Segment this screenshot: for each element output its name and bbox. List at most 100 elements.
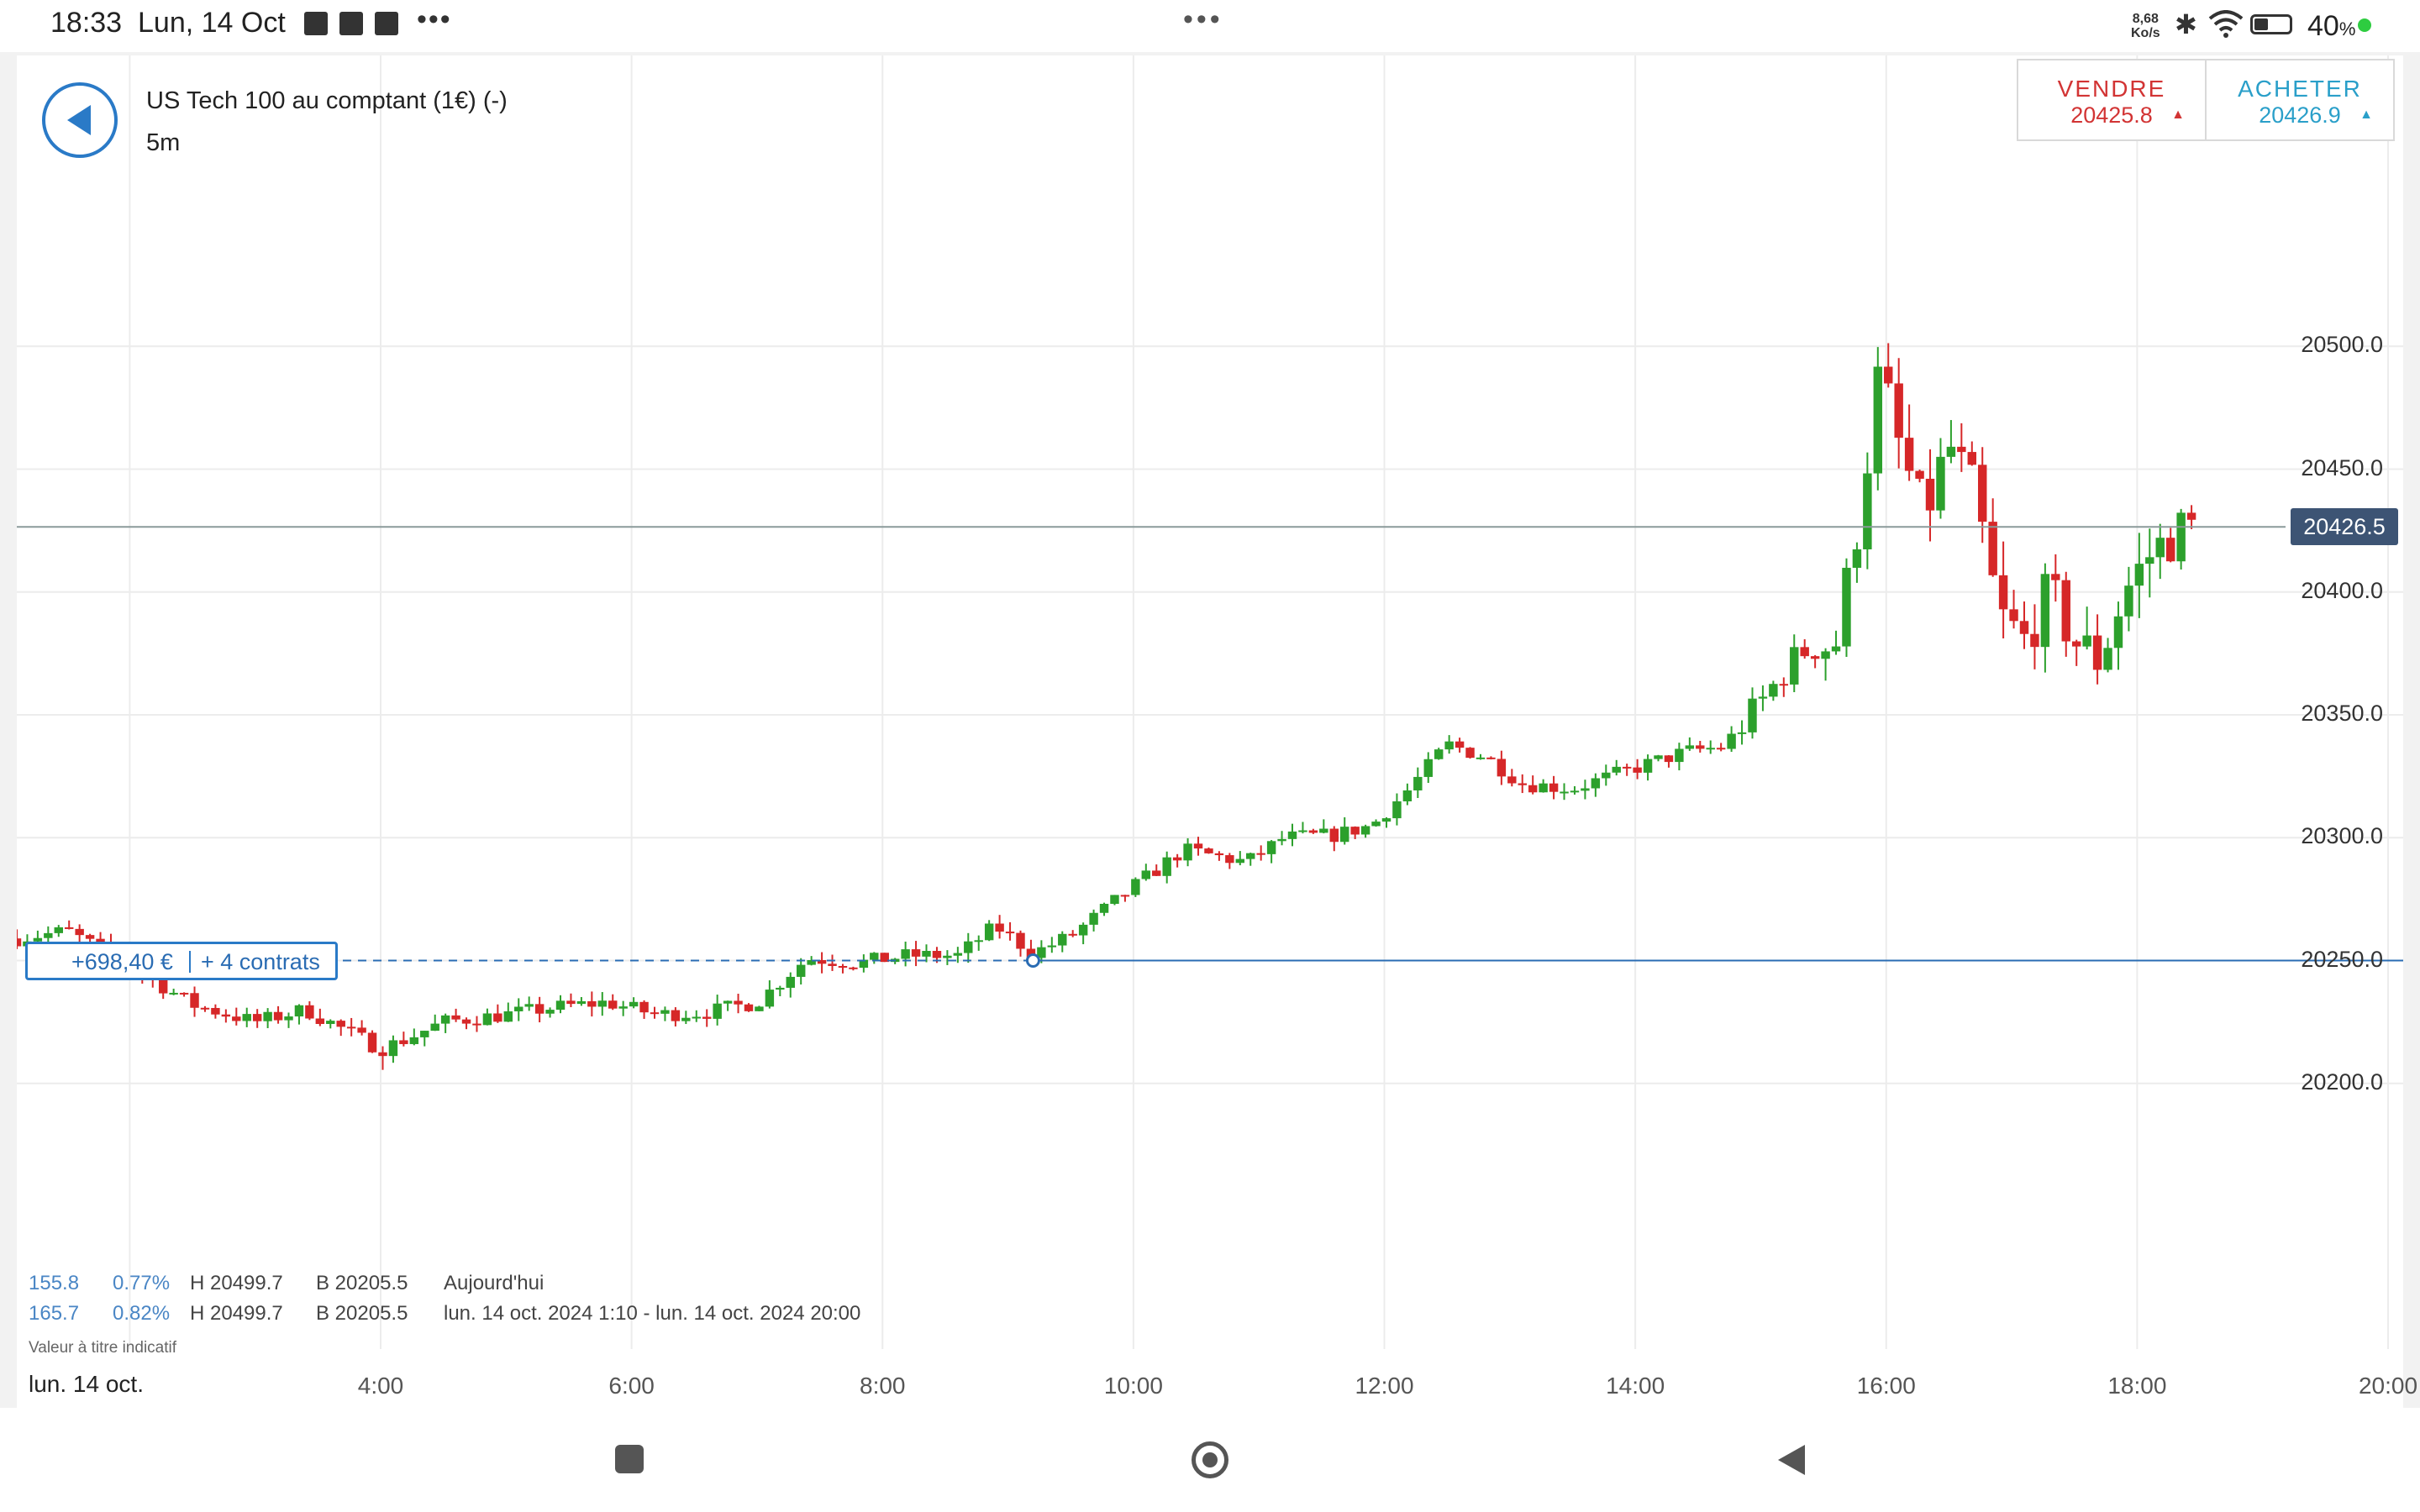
- x-axis-label: 16:00: [1856, 1373, 1916, 1399]
- candle-body: [367, 1032, 377, 1053]
- back-button[interactable]: [42, 82, 118, 158]
- candle-body: [2040, 574, 2050, 648]
- candle-body: [1413, 776, 1423, 790]
- candle-body: [1047, 945, 1057, 948]
- candle-body: [1831, 646, 1841, 652]
- candle-body: [1497, 759, 1507, 777]
- stat-high: H 20499.7: [190, 1272, 283, 1294]
- candle-body: [17, 938, 22, 947]
- recent-apps-button[interactable]: [615, 1445, 644, 1473]
- candle-body: [734, 1000, 743, 1005]
- candle-body: [597, 1000, 608, 1007]
- stat-change: 165.7: [29, 1302, 80, 1325]
- y-axis-label: 20250.0: [2301, 946, 2383, 972]
- timeframe-selector[interactable]: 5m: [146, 129, 181, 156]
- candle-body: [294, 1005, 304, 1017]
- home-button[interactable]: [1192, 1441, 1228, 1478]
- candle-body: [1706, 748, 1715, 750]
- candle-body: [1371, 822, 1381, 827]
- candlesticks: [17, 343, 2196, 1070]
- y-axis-label: 20450.0: [2301, 454, 2383, 480]
- x-axis-label: 20:00: [2358, 1373, 2418, 1399]
- candle-body: [2092, 635, 2102, 670]
- candle-body: [639, 1001, 649, 1013]
- candle-body: [1654, 755, 1663, 759]
- candle-body: [2145, 557, 2154, 564]
- candle-body: [326, 1021, 335, 1025]
- candle-body: [96, 938, 105, 943]
- y-axis-label: 20500.0: [2301, 332, 2383, 358]
- candle-body: [54, 927, 63, 933]
- candle-body: [1444, 741, 1454, 750]
- candle-body: [786, 976, 795, 988]
- candle-body: [75, 928, 84, 936]
- nav-back-button[interactable]: [1775, 1441, 1808, 1478]
- candle-body: [671, 1010, 681, 1021]
- candle-body: [420, 1031, 429, 1037]
- candle-body: [357, 1027, 366, 1033]
- candle-body: [545, 1010, 555, 1014]
- candle-body: [2019, 621, 2029, 634]
- stat-pct: 0.82%: [113, 1302, 171, 1325]
- candle-body: [995, 923, 1004, 932]
- x-axis-label: 12:00: [1355, 1373, 1414, 1399]
- candle-body: [1946, 446, 1956, 457]
- candle-body: [2186, 512, 2196, 520]
- candle-body: [629, 1001, 639, 1007]
- candle-body: [1266, 841, 1276, 854]
- candle-body: [1434, 749, 1444, 759]
- chart-grid: [17, 55, 2403, 1349]
- stat-low: B 20205.5: [316, 1272, 408, 1294]
- candle-body: [1591, 778, 1601, 789]
- candle-body: [524, 1004, 534, 1007]
- candle-body: [1884, 366, 1893, 384]
- chart-panel[interactable]: US Tech 100 au comptant (1€) (-) 5m VEND…: [17, 55, 2417, 1408]
- candle-body: [943, 955, 952, 958]
- candle-body: [1246, 853, 1255, 859]
- candle-body: [1089, 912, 1098, 925]
- candle-body: [482, 1013, 492, 1026]
- sell-button[interactable]: VENDRE 20425.8 ▲: [2018, 60, 2207, 139]
- candle-body: [1560, 791, 1569, 794]
- candle-body: [1402, 790, 1413, 801]
- candle-body: [1287, 831, 1297, 839]
- battery-level: [2254, 18, 2268, 30]
- candle-body: [1225, 855, 1234, 864]
- candle-body: [618, 1006, 628, 1009]
- candle-body: [692, 1016, 701, 1019]
- stat-period: Aujourd'hui: [444, 1272, 544, 1294]
- candle-body: [273, 1011, 283, 1021]
- status-bar: 18:33 Lun, 14 Oct ••• ••• 8,68 Ko/s ✱ 40…: [0, 0, 2420, 52]
- candle-body: [849, 967, 858, 969]
- candle-body: [1915, 470, 1924, 479]
- candle-body: [200, 1007, 210, 1010]
- sell-arrow-icon: ▲: [2171, 108, 2185, 122]
- instrument-name: US Tech 100 au comptant (1€) (-): [146, 87, 508, 114]
- candle-body: [1716, 748, 1726, 750]
- buy-button[interactable]: ACHETER 20426.9 ▲: [2207, 60, 2393, 139]
- candle-body: [1193, 843, 1203, 849]
- candle-body: [1758, 696, 1768, 699]
- candle-body: [901, 949, 910, 959]
- open-position-badge[interactable]: +698,40 € + 4 contrats: [25, 941, 338, 980]
- candle-body: [713, 1003, 722, 1019]
- candle-body: [838, 966, 848, 969]
- candle-body: [2155, 538, 2165, 558]
- candle-body: [242, 1014, 251, 1021]
- candle-body: [451, 1015, 460, 1020]
- notification-icon: [339, 12, 363, 35]
- x-axis-label: 8:00: [860, 1373, 906, 1399]
- candle-body: [1214, 853, 1224, 856]
- navigation-bar: [0, 1408, 2420, 1512]
- status-dots: •••: [1183, 3, 1223, 35]
- y-axis-label: 20350.0: [2301, 701, 2383, 726]
- price-chart[interactable]: [17, 55, 2403, 1408]
- candle-body: [1308, 830, 1318, 833]
- candle-body: [1507, 776, 1517, 784]
- candle-body: [1988, 522, 1997, 575]
- candle-body: [1141, 870, 1151, 879]
- candle-body: [765, 990, 775, 1007]
- candle-body: [1298, 830, 1307, 832]
- sell-price: 20425.8: [2070, 102, 2153, 128]
- candle-body: [305, 1005, 314, 1019]
